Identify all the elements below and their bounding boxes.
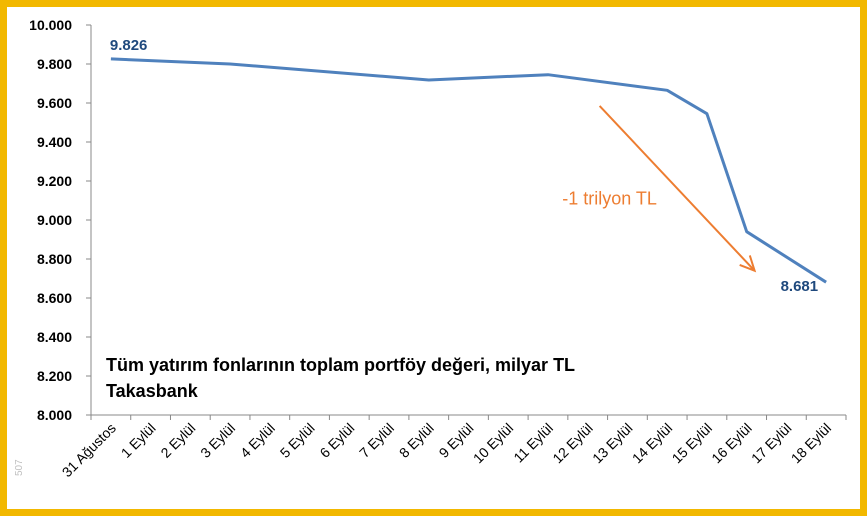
x-tick-label: 3 Eylül <box>197 420 238 461</box>
x-tick-label: 14 Eylül <box>629 420 676 467</box>
x-tick-label: 7 Eylül <box>356 420 397 461</box>
x-tick-label: 4 Eylül <box>237 420 278 461</box>
chart-title: Tüm yatırım fonlarının toplam portföy de… <box>106 352 706 404</box>
x-tick-label: 5 Eylül <box>277 420 318 461</box>
annotation-text: -1 trilyon TL <box>562 188 657 208</box>
x-tick-label: 13 Eylül <box>589 420 636 467</box>
y-tick-label: 9.600 <box>37 95 72 111</box>
x-tick-label: 31 Ağustos <box>59 420 119 480</box>
data-label-last: 8.681 <box>781 278 819 295</box>
y-tick-label: 9.400 <box>37 134 72 150</box>
series-polyline <box>110 57 827 284</box>
x-tick-label: 16 Eylül <box>708 420 755 467</box>
annotation-arrow <box>598 105 757 273</box>
arrow-head <box>739 255 757 273</box>
x-tick-label: 18 Eylül <box>788 420 835 467</box>
y-tick-label: 8.600 <box>37 290 72 306</box>
arrow-shaft <box>598 105 756 272</box>
x-tick-label: 17 Eylül <box>748 420 795 467</box>
x-tick-label: 8 Eylül <box>396 420 437 461</box>
y-tick-label: 8.000 <box>37 407 72 423</box>
chart-title-line2: Takasbank <box>106 381 198 401</box>
y-tick-label: 9.800 <box>37 56 72 72</box>
y-tick-label: 8.400 <box>37 329 72 345</box>
x-tick-label: 12 Eylül <box>549 420 596 467</box>
x-tick-label: 2 Eylül <box>157 420 198 461</box>
x-tick-label: 11 Eylül <box>510 420 556 466</box>
x-tick-label: 10 Eylül <box>470 420 517 467</box>
y-tick-label: 8.200 <box>37 368 72 384</box>
axes <box>86 24 847 420</box>
series-line <box>110 57 827 284</box>
corner-number: 507 <box>14 459 25 476</box>
y-tick-label: 9.000 <box>37 212 72 228</box>
y-tick-label: 10.000 <box>29 17 72 33</box>
y-tick-label: 8.800 <box>37 251 72 267</box>
y-tick-labels: 10.000 9.800 9.600 9.400 9.200 9.000 8.800 8.60… <box>29 17 72 423</box>
y-tick-label: 9.200 <box>37 173 72 189</box>
x-tick-label: 1 Eylül <box>118 420 159 461</box>
x-tick-label: 15 Eylül <box>669 420 716 467</box>
data-label-first: 9.826 <box>110 37 148 54</box>
chart-title-line1: Tüm yatırım fonlarının toplam portföy de… <box>106 355 576 375</box>
x-tick-label: 6 Eylül <box>316 420 357 461</box>
